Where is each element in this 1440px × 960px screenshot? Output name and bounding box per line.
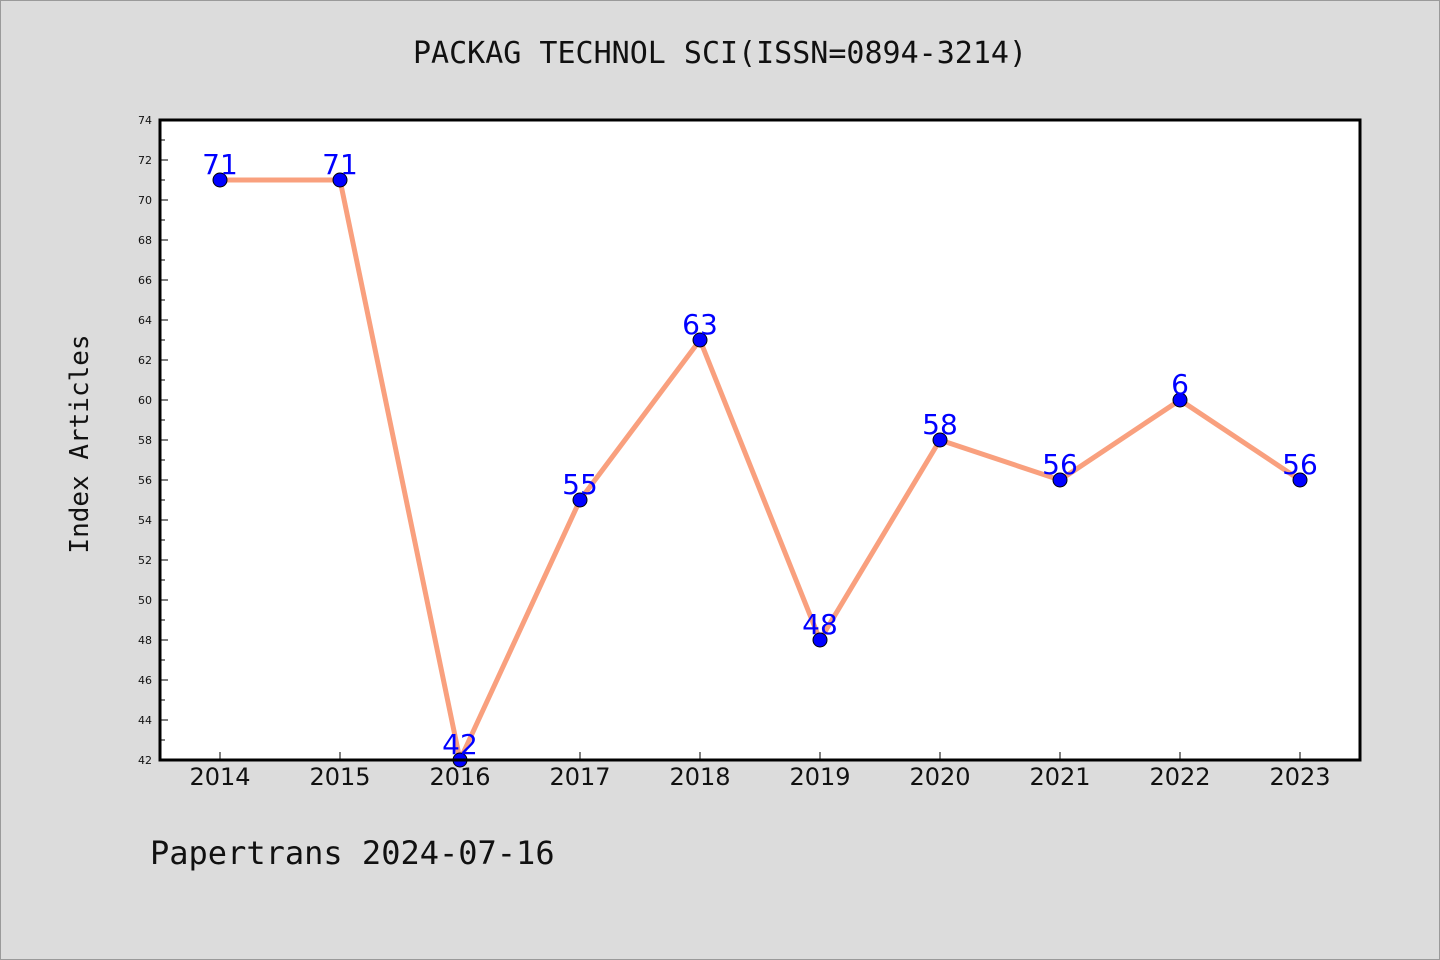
y-tick-label: 50 — [138, 594, 152, 607]
data-point — [1052, 472, 1068, 488]
y-tick-label: 74 — [138, 114, 152, 127]
data-point — [692, 332, 708, 348]
chart-title: PACKAG TECHNOL SCI(ISSN=0894-3214) — [412, 36, 1028, 71]
x-tick-label: 2014 — [189, 763, 250, 791]
data-label: 71 — [202, 148, 238, 181]
data-point — [212, 172, 228, 188]
data-label: 56 — [1042, 448, 1078, 481]
data-label: 56 — [1282, 448, 1318, 481]
y-tick-label: 62 — [138, 354, 152, 367]
y-tick-label: 44 — [138, 714, 152, 727]
data-point — [1292, 472, 1308, 488]
data-label: 42 — [442, 728, 478, 761]
y-tick-label: 48 — [138, 634, 152, 647]
plot-area — [160, 120, 1360, 760]
y-tick-label: 64 — [138, 314, 152, 327]
y-tick-label: 58 — [138, 434, 152, 447]
y-tick-label: 56 — [138, 474, 152, 487]
y-tick-label: 54 — [138, 514, 152, 527]
y-tick-label: 72 — [138, 154, 152, 167]
data-label: 63 — [682, 308, 718, 341]
data-labels: 71 71 42 55 63 48 58 56 6 56 — [202, 148, 1318, 761]
data-point — [932, 432, 948, 448]
y-tick-label: 60 — [138, 394, 152, 407]
y-tick-label: 68 — [138, 234, 152, 247]
x-tick-label: 2022 — [1149, 763, 1210, 791]
data-label: 55 — [562, 468, 598, 501]
y-tick-label: 52 — [138, 554, 152, 567]
data-point — [572, 492, 588, 508]
data-label: 71 — [322, 148, 358, 181]
footer-credit: Papertrans 2024-07-16 — [150, 834, 555, 872]
x-tick-label: 2015 — [309, 763, 370, 791]
y-tick-label: 70 — [138, 194, 152, 207]
y-tick-label: 42 — [138, 754, 152, 767]
x-tick-label: 2017 — [549, 763, 610, 791]
y-tick-label: 66 — [138, 274, 152, 287]
data-label: 6 — [1171, 368, 1189, 401]
x-tick-label: 2020 — [909, 763, 970, 791]
data-points — [212, 172, 1308, 768]
x-tick-label: 2018 — [669, 763, 730, 791]
x-tick-label: 2016 — [429, 763, 490, 791]
plot-border — [158, 118, 1362, 762]
x-tick-label: 2019 — [789, 763, 850, 791]
data-point — [1172, 392, 1188, 408]
data-point — [812, 632, 828, 648]
series-line — [220, 177, 1302, 763]
x-tick-label: 2023 — [1269, 763, 1330, 791]
data-label: 58 — [922, 408, 958, 441]
data-point — [332, 172, 348, 188]
data-label: 48 — [802, 608, 838, 641]
x-axis-ticks: 2014 2015 2016 2017 2018 2019 2020 2021 2022 2023 — [189, 752, 1331, 791]
y-tick-label: 46 — [138, 674, 152, 687]
x-tick-label: 2021 — [1029, 763, 1090, 791]
